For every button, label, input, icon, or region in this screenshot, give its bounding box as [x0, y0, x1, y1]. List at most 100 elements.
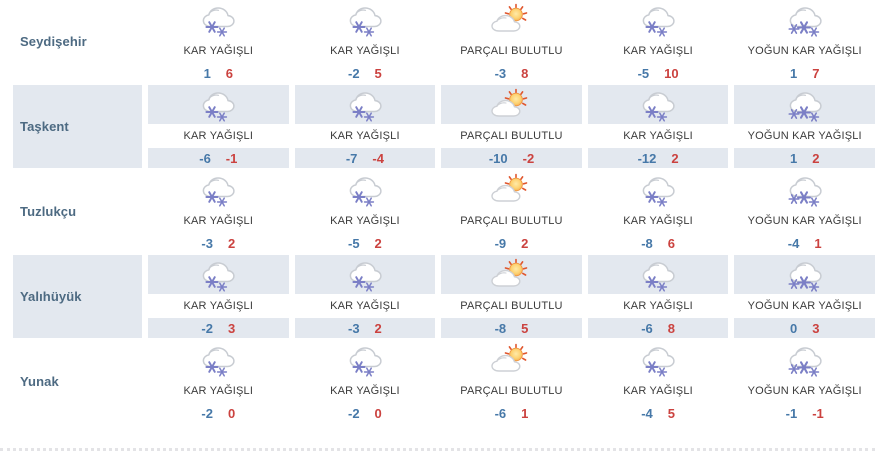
max-temp: 2	[521, 235, 529, 251]
max-temp: -1	[225, 150, 238, 166]
temperature-band: -8 6	[588, 233, 729, 253]
weather-icon-band	[587, 85, 729, 124]
min-temp: -9	[494, 235, 507, 251]
min-temp: -3	[201, 235, 213, 251]
temperature-band: -2 0	[148, 403, 289, 423]
table-row: Yalıhüyük KAR YAĞIŞLI -2 3 KAR YAĞIŞLI -…	[0, 255, 875, 340]
max-temp: 1	[814, 235, 822, 251]
city-name-link[interactable]: Yalıhüyük	[20, 289, 82, 304]
forecast-cell: KAR YAĞIŞLI -6 8	[581, 255, 729, 338]
temperature-band: 0 3	[734, 318, 875, 338]
forecast-cell: KAR YAĞIŞLI -8 6	[581, 170, 729, 253]
city-cell: Seydişehir	[0, 0, 142, 83]
max-temp: -2	[522, 150, 535, 166]
max-temp: 5	[521, 320, 529, 336]
condition-label: YOĞUN KAR YAĞIŞLI	[747, 130, 862, 142]
forecast-cell: KAR YAĞIŞLI -2 3	[142, 255, 289, 338]
temperature-band: -9 2	[441, 233, 582, 253]
condition-label: KAR YAĞIŞLI	[183, 300, 254, 312]
weather-icon-band	[587, 255, 729, 294]
condition-label: KAR YAĞIŞLI	[183, 215, 254, 227]
temperature-band: -8 5	[441, 318, 582, 338]
min-temp: -4	[787, 235, 800, 251]
min-temp: -6	[641, 320, 653, 336]
condition-label: YOĞUN KAR YAĞIŞLI	[747, 300, 862, 312]
city-cell: Yunak	[0, 340, 142, 423]
temperature-band: -3 8	[441, 63, 582, 83]
min-temp: 1	[789, 150, 798, 166]
condition-label: YOĞUN KAR YAĞIŞLI	[747, 45, 862, 57]
forecast-cell: KAR YAĞIŞLI -7 -4	[288, 85, 436, 168]
weather-icon-band	[734, 85, 875, 124]
dashed-divider	[0, 448, 875, 451]
min-temp: -6	[199, 150, 211, 166]
min-temp: 1	[789, 65, 798, 81]
heavy-snow-icon	[781, 257, 829, 293]
weather-icon-band	[588, 170, 729, 209]
forecast-cell: PARÇALI BULUTLU -3 8	[435, 0, 582, 83]
temperature-band: -1 -1	[734, 403, 875, 423]
temperature-band: -2 5	[295, 63, 436, 83]
city-name-link[interactable]: Taşkent	[20, 119, 69, 134]
weather-icon-band	[588, 340, 729, 379]
weather-icon-band	[441, 85, 582, 124]
min-temp: -5	[347, 235, 360, 251]
condition-label: KAR YAĞIŞLI	[183, 385, 254, 397]
min-temp: -5	[637, 65, 650, 81]
condition-label: KAR YAĞIŞLI	[330, 45, 400, 57]
max-temp: 6	[225, 65, 234, 81]
weather-icon-band	[148, 170, 289, 209]
condition-label: KAR YAĞIŞLI	[623, 215, 693, 227]
snow-icon	[341, 172, 389, 208]
weather-icon-band	[734, 340, 875, 379]
city-name-link[interactable]: Seydişehir	[20, 34, 87, 49]
min-temp: -2	[347, 65, 360, 81]
snow-icon	[634, 172, 682, 208]
max-temp: 8	[521, 65, 529, 81]
forecast-cell: YOĞUN KAR YAĞIŞLI -1 -1	[728, 340, 875, 423]
snow-icon	[341, 87, 389, 123]
snow-icon	[634, 342, 682, 378]
temperature-band: -4 1	[734, 233, 875, 253]
condition-label: PARÇALI BULUTLU	[460, 130, 563, 142]
temperature-band: 1 6	[148, 63, 289, 83]
forecast-cell: KAR YAĞIŞLI -4 5	[581, 340, 729, 423]
temperature-band: -4 5	[588, 403, 729, 423]
min-temp: -2	[201, 320, 213, 336]
min-temp: -6	[494, 405, 507, 421]
heavy-snow-icon	[781, 87, 829, 123]
condition-label: KAR YAĞIŞLI	[623, 300, 693, 312]
city-name-link[interactable]: Tuzlukçu	[20, 204, 77, 219]
condition-label: KAR YAĞIŞLI	[183, 130, 254, 142]
min-temp: -3	[494, 65, 507, 81]
forecast-cell: KAR YAĞIŞLI -2 0	[142, 340, 289, 423]
table-row: Seydişehir KAR YAĞIŞLI 1 6 KAR YAĞIŞLI -…	[0, 0, 875, 85]
min-temp: -1	[785, 405, 798, 421]
condition-label: KAR YAĞIŞLI	[623, 45, 693, 57]
max-temp: 8	[667, 320, 675, 336]
max-temp: -1	[812, 405, 824, 421]
partly-cloudy-icon	[487, 342, 535, 378]
forecast-cell: KAR YAĞIŞLI -3 2	[288, 255, 436, 338]
temperature-band: -5 10	[588, 63, 729, 83]
snow-icon	[341, 342, 389, 378]
snow-icon	[194, 172, 242, 208]
max-temp: 2	[671, 150, 679, 166]
condition-label: PARÇALI BULUTLU	[460, 45, 563, 57]
forecast-cell: PARÇALI BULUTLU -10 -2	[435, 85, 582, 168]
weather-icon-band	[148, 85, 289, 124]
forecast-cell: KAR YAĞIŞLI -12 2	[581, 85, 729, 168]
forecast-cell: KAR YAĞIŞLI -5 2	[288, 170, 436, 253]
max-temp: 5	[374, 65, 382, 81]
condition-label: KAR YAĞIŞLI	[330, 385, 400, 397]
forecast-cell: YOĞUN KAR YAĞIŞLI 1 2	[728, 85, 875, 168]
city-name-link[interactable]: Yunak	[20, 374, 59, 389]
max-temp: 5	[667, 405, 675, 421]
min-temp: -10	[488, 150, 508, 166]
city-cell: Tuzlukçu	[0, 170, 142, 253]
max-temp: 0	[227, 405, 236, 421]
partly-cloudy-icon	[487, 257, 535, 293]
max-temp: 3	[812, 320, 820, 336]
condition-label: KAR YAĞIŞLI	[623, 130, 693, 142]
weather-icon-band	[148, 255, 289, 294]
